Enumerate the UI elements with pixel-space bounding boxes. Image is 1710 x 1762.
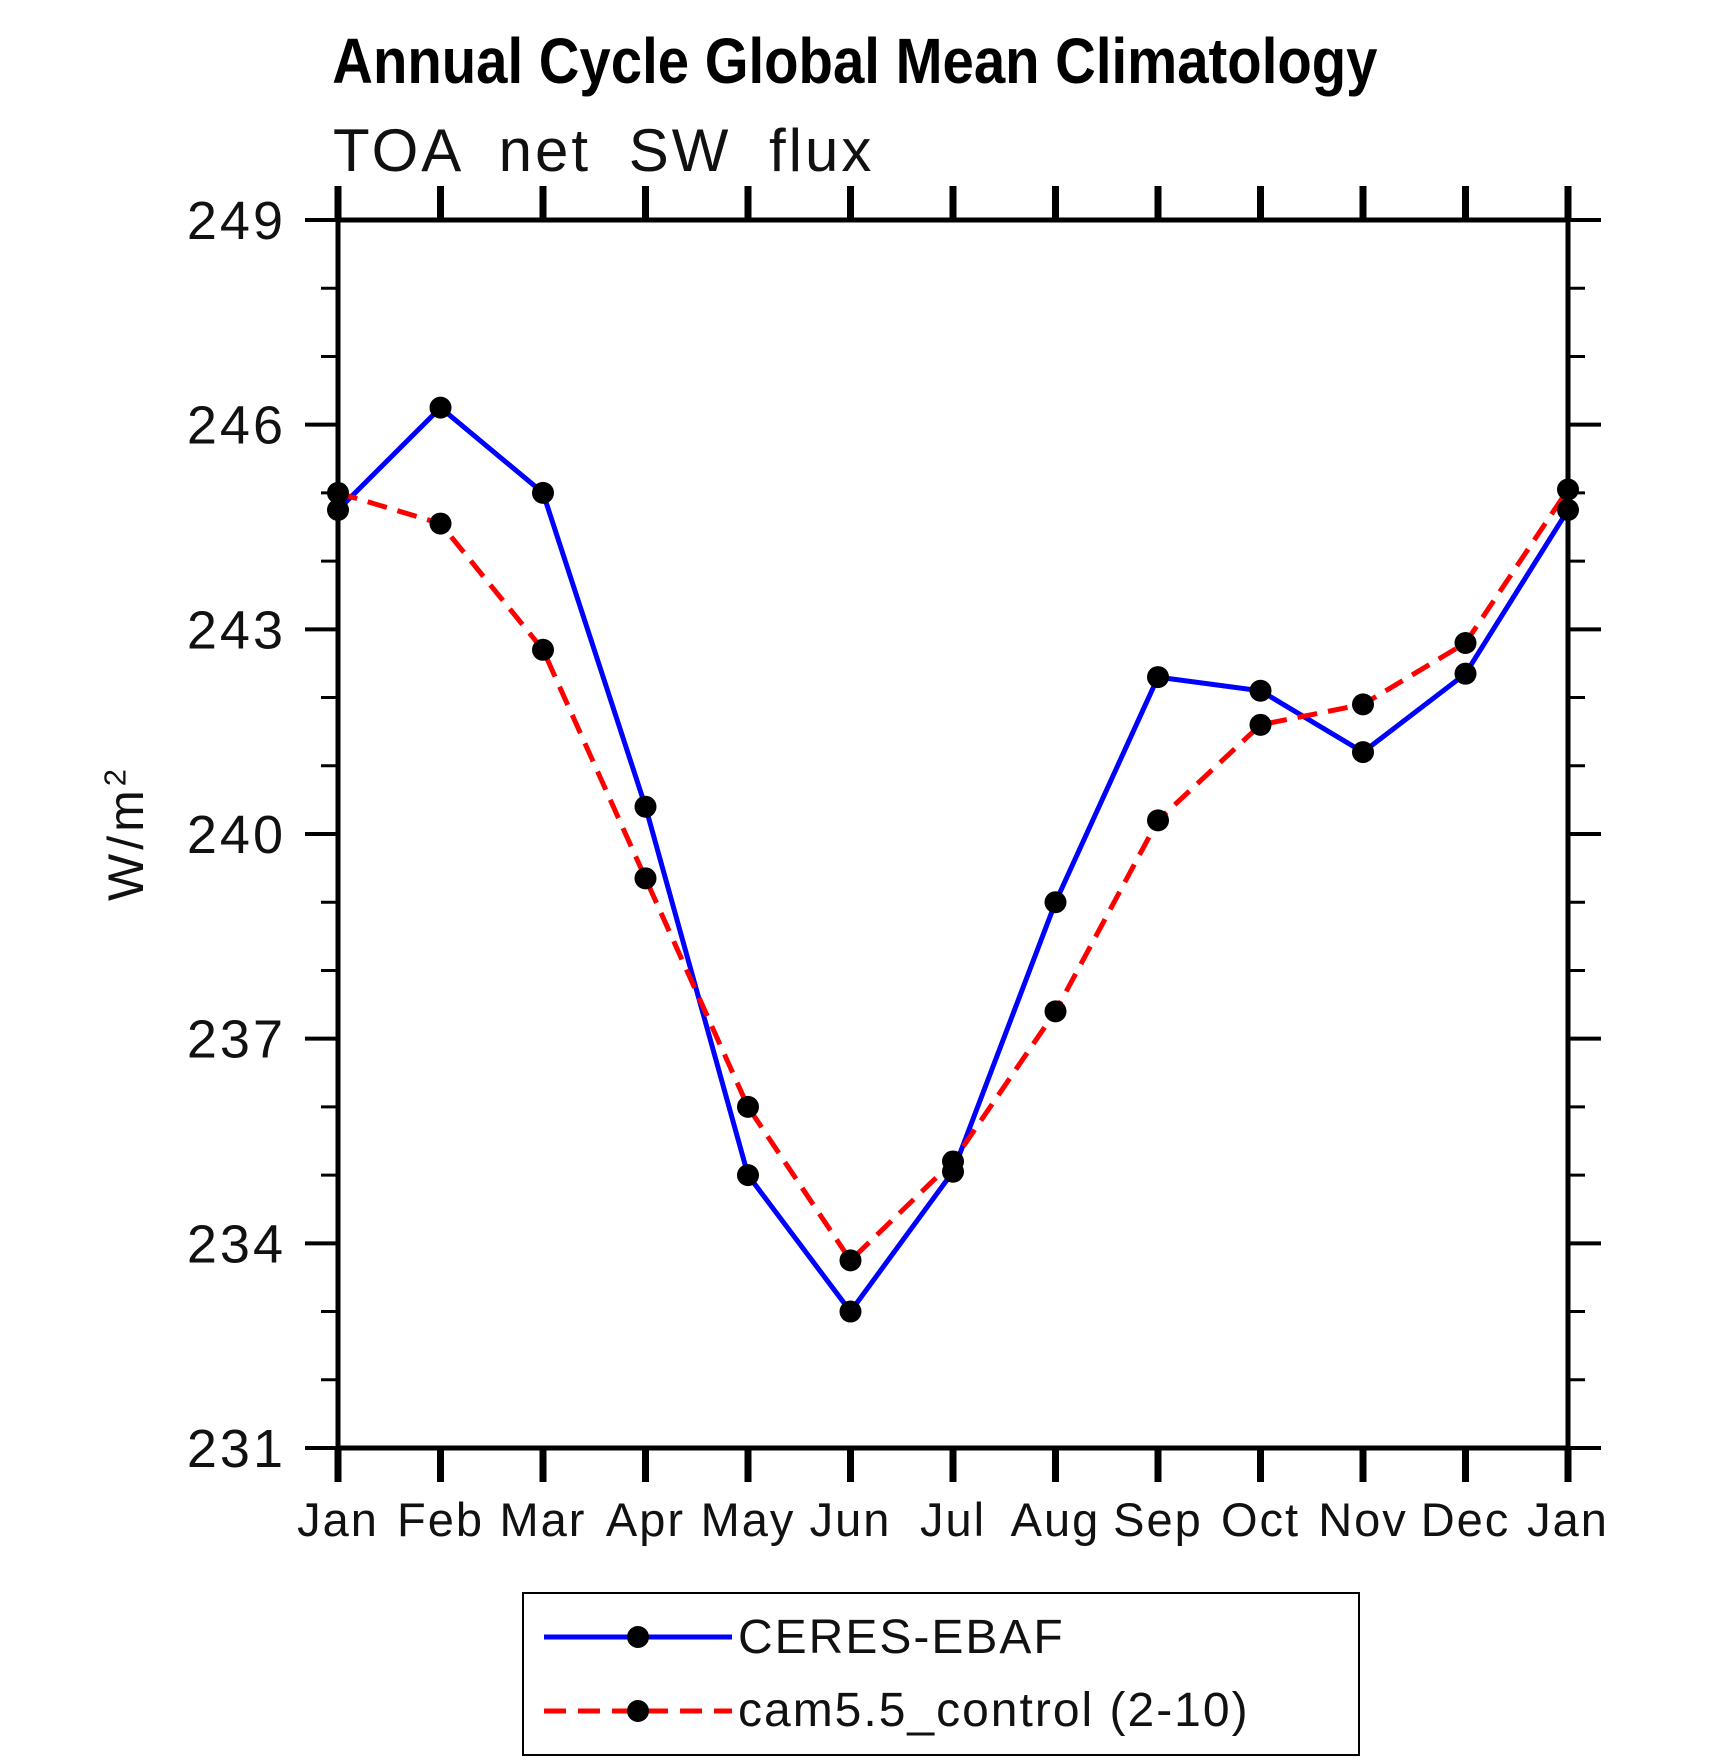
data-point-marker (1557, 478, 1579, 501)
chart-subtitle: TOA net SW flux (333, 117, 875, 184)
data-point-marker (429, 512, 452, 535)
data-point-marker (1147, 666, 1169, 689)
data-point-marker (942, 1150, 964, 1173)
y-axis-tick-label: 234 (187, 1214, 286, 1274)
legend-item-cam5-5-control-2-10-: cam5.5_control (2-10) (538, 1681, 1358, 1741)
x-axis-tick-label: Apr (606, 1493, 685, 1546)
data-point-marker (327, 481, 349, 504)
legend-label: CERES-EBAF (738, 1610, 1065, 1664)
y-axis-tick-label: 249 (187, 191, 286, 251)
data-point-marker (1249, 679, 1272, 702)
data-point-marker (634, 867, 657, 890)
x-axis-tick-label: Jul (920, 1493, 986, 1546)
x-axis-tick-label: Oct (1221, 1493, 1300, 1546)
data-point-marker (634, 795, 657, 818)
data-point-marker (1352, 693, 1374, 716)
x-axis-tick-label: Jan (1527, 1493, 1609, 1546)
legend-swatch (544, 1626, 732, 1649)
legend-marker (627, 1626, 649, 1649)
data-point-marker (1352, 741, 1374, 764)
x-axis-tick-label: Mar (500, 1493, 587, 1546)
legend-label: cam5.5_control (2-10) (738, 1684, 1250, 1738)
x-axis-tick-label: Aug (1011, 1493, 1101, 1546)
data-point-marker (532, 481, 554, 504)
y-axis-tick-label: 237 (187, 1010, 286, 1070)
x-axis-tick-label: Nov (1318, 1493, 1408, 1546)
y-axis-tick-label: 246 (187, 396, 286, 456)
x-axis-tick-label: Sep (1113, 1493, 1203, 1546)
x-axis-tick-label: Feb (397, 1493, 484, 1546)
chart-title-text: Annual Cycle Global Mean Climatology (332, 25, 1378, 97)
data-point-marker (429, 396, 452, 419)
chart-title: Annual Cycle Global Mean Climatology (0, 24, 1710, 98)
data-point-marker (737, 1095, 759, 1118)
series-line-cam5-5-control-2-10- (337, 488, 1571, 1265)
data-point-marker (839, 1300, 862, 1323)
data-point-marker (1557, 498, 1579, 521)
y-axis-tick-label: 231 (187, 1419, 286, 1479)
data-point-marker (737, 1164, 759, 1187)
x-axis-tick-label: Dec (1421, 1493, 1511, 1546)
plot-frame (335, 217, 1571, 1451)
x-axis-tick-label: Jan (297, 1493, 379, 1546)
legend-swatch (544, 1699, 732, 1722)
data-point-marker (1044, 1000, 1067, 1023)
data-point-marker (1249, 713, 1272, 736)
y-axis-tick-label: 243 (187, 600, 286, 660)
data-point-marker (839, 1249, 862, 1272)
data-point-marker (327, 498, 349, 521)
legend: CERES-EBAF cam5.5_control (2-10) (522, 1592, 1360, 1756)
data-point-marker (1044, 891, 1067, 914)
legend-marker (627, 1699, 649, 1722)
x-axis-tick-label: Jun (810, 1493, 892, 1546)
data-point-marker (1454, 631, 1477, 654)
data-point-marker (1147, 809, 1169, 832)
y-axis-tick-label: 240 (187, 805, 286, 865)
x-axis-tick-label: May (701, 1493, 796, 1546)
data-point-marker (532, 638, 554, 661)
legend-item-ceres-ebaf: CERES-EBAF (538, 1607, 1358, 1667)
data-point-marker (1454, 662, 1477, 685)
